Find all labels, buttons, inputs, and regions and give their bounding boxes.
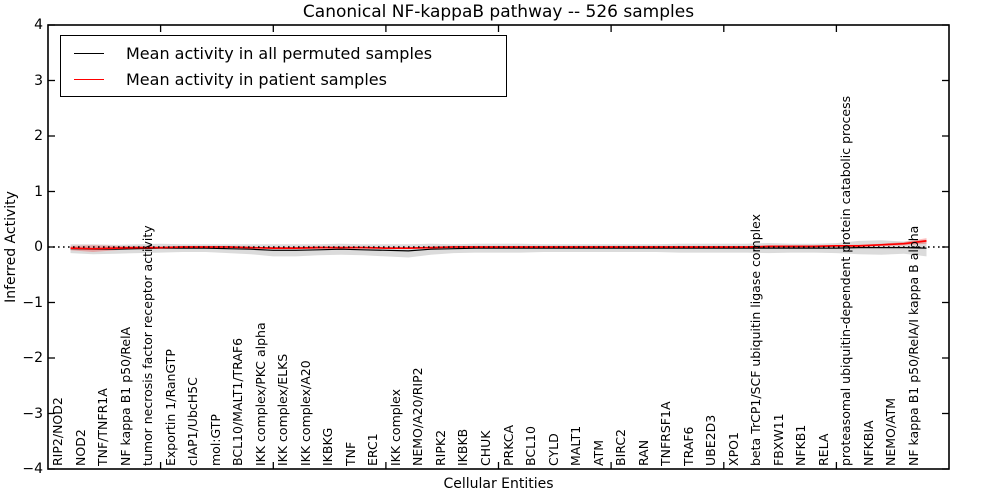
x-tick-label: RIP2/NOD2 — [50, 397, 66, 466]
legend-label-permuted: Mean activity in all permuted samples — [126, 43, 433, 63]
y-tick-label: −1 — [22, 294, 43, 311]
legend-line-permuted-icon — [74, 52, 104, 54]
x-tick-label: NOD2 — [72, 429, 88, 466]
x-tick-label: TNF — [342, 441, 358, 466]
legend-item-permuted: Mean activity in all permuted samples — [74, 44, 506, 63]
x-tick-label: proteasomal ubiquitin-dependent protein … — [838, 95, 854, 466]
x-tick-label: XPO1 — [725, 432, 741, 466]
x-tick-label: BCL10 — [523, 426, 539, 466]
x-tick-label: mol:GTP — [207, 414, 223, 466]
x-tick-label: RELA — [815, 433, 831, 466]
y-tick-label: 3 — [34, 72, 43, 89]
legend-line-patient-icon — [74, 78, 104, 80]
y-tick-label: −4 — [22, 461, 43, 477]
x-tick-label: RIPK2 — [432, 429, 448, 466]
chart-title: Canonical NF-kappaB pathway -- 526 sampl… — [302, 2, 695, 22]
x-tick-label: BCL10/MALT1/TRAF6 — [230, 337, 246, 466]
y-tick-label: 0 — [34, 239, 43, 255]
x-tick-label: IKBKB — [455, 428, 471, 466]
x-tick-label: ATM — [590, 439, 606, 466]
x-tick-label: BIRC2 — [613, 428, 629, 466]
x-tick-label: IKK complex/A20 — [297, 360, 313, 466]
series-line-permuted — [70, 247, 927, 252]
x-tick-label: IKK complex — [387, 388, 403, 466]
x-tick-label: ERC1 — [365, 433, 381, 466]
x-tick-label: tumor necrosis factor receptor activity — [140, 225, 156, 466]
y-tick-label: −3 — [22, 405, 43, 422]
x-tick-label: FBXW11 — [770, 413, 786, 466]
x-tick-label: Exportin 1/RanGTP — [162, 349, 178, 466]
x-tick-label: NEMO/ATM — [883, 397, 899, 466]
legend-item-patient: Mean activity in patient samples — [74, 70, 506, 89]
x-tick-label: NEMO/A20/RIP2 — [410, 367, 426, 466]
y-tick-label: 4 — [34, 17, 43, 33]
x-tick-label: IKK complex/ELKS — [275, 353, 291, 466]
x-tick-label: CHUK — [478, 430, 493, 466]
x-tick-label: TNF/TNFR1A — [95, 388, 111, 466]
x-tick-label: MALT1 — [568, 425, 584, 466]
y-tick-label: −2 — [22, 350, 43, 366]
y-tick-label: 2 — [34, 128, 43, 144]
x-tick-label: NF kappa B1 p50/RelA — [117, 326, 133, 466]
x-tick-label: RAN — [635, 439, 651, 466]
x-tick-label: IKK complex/PKC alpha — [252, 322, 268, 466]
x-tick-label: beta TrCP1/SCF ubiquitin ligase complex — [748, 214, 764, 466]
x-tick-label: NFKB1 — [793, 424, 809, 466]
x-tick-label: IKBKG — [320, 427, 336, 466]
x-tick-label: NF kappa B1 p50/RelA/I kappa B alpha — [905, 225, 921, 466]
y-tick-label: 1 — [34, 183, 43, 200]
legend-label-patient: Mean activity in patient samples — [126, 69, 387, 89]
x-tick-label: TNFRSF1A — [658, 401, 674, 467]
x-tick-label: TRAF6 — [680, 426, 696, 466]
x-tick-label: NFKBIA — [860, 420, 876, 466]
x-tick-label: CYLD — [545, 433, 561, 466]
legend: Mean activity in all permuted samples Me… — [60, 35, 507, 97]
x-tick-label: PRKCA — [500, 424, 516, 466]
x-axis-label: Cellular Entities — [443, 476, 554, 492]
x-tick-label: UBE2D3 — [703, 414, 719, 466]
x-tick-label: cIAP1/UbcH5C — [185, 377, 201, 466]
